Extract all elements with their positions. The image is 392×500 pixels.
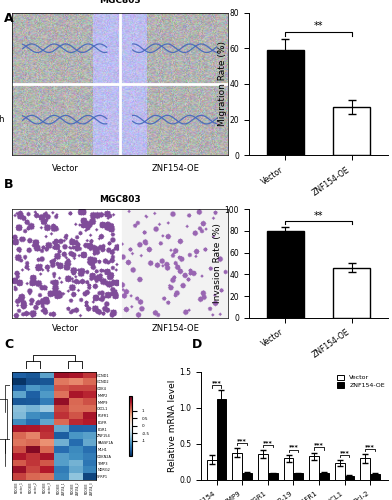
Text: **: **: [314, 22, 323, 32]
Text: 12 h: 12 h: [0, 115, 4, 124]
Bar: [267, 231, 303, 318]
Bar: [333, 268, 370, 318]
Bar: [370, 474, 380, 480]
Text: **: **: [314, 210, 323, 220]
Text: Vector: Vector: [52, 324, 79, 333]
Y-axis label: Relative mRNA level: Relative mRNA level: [168, 380, 177, 472]
Text: ***: ***: [340, 450, 349, 454]
Bar: [268, 474, 278, 480]
Text: ***: ***: [314, 442, 324, 448]
Text: ***: ***: [212, 380, 221, 386]
Text: MGC803: MGC803: [99, 195, 140, 204]
Bar: [360, 458, 370, 480]
Text: ZNF154-OE: ZNF154-OE: [152, 324, 200, 333]
Bar: [319, 473, 329, 480]
Text: ***: ***: [237, 438, 247, 443]
Text: ZNF154-OE: ZNF154-OE: [152, 164, 200, 173]
Bar: [345, 476, 354, 480]
Bar: [258, 454, 268, 480]
Text: A: A: [4, 12, 14, 26]
Legend: Vector, ZNF154-OE: Vector, ZNF154-OE: [337, 374, 385, 388]
Bar: [267, 50, 303, 156]
Y-axis label: Migration Rate (%): Migration Rate (%): [218, 42, 227, 126]
Bar: [293, 474, 303, 480]
Bar: [333, 107, 370, 156]
Text: ***: ***: [365, 444, 375, 449]
Bar: [217, 399, 226, 480]
Bar: [309, 456, 319, 480]
Bar: [335, 462, 345, 480]
Bar: [242, 473, 252, 480]
Y-axis label: Invasion Rate (%): Invasion Rate (%): [213, 224, 222, 304]
Bar: [207, 460, 217, 480]
Text: D: D: [192, 338, 202, 350]
Bar: [284, 458, 293, 480]
Text: B: B: [4, 178, 13, 190]
Text: ***: ***: [263, 440, 273, 446]
Text: Vector: Vector: [52, 164, 79, 173]
Text: MGC803: MGC803: [99, 0, 140, 6]
Bar: [232, 452, 242, 480]
Text: C: C: [4, 338, 13, 350]
Text: ***: ***: [289, 444, 298, 450]
